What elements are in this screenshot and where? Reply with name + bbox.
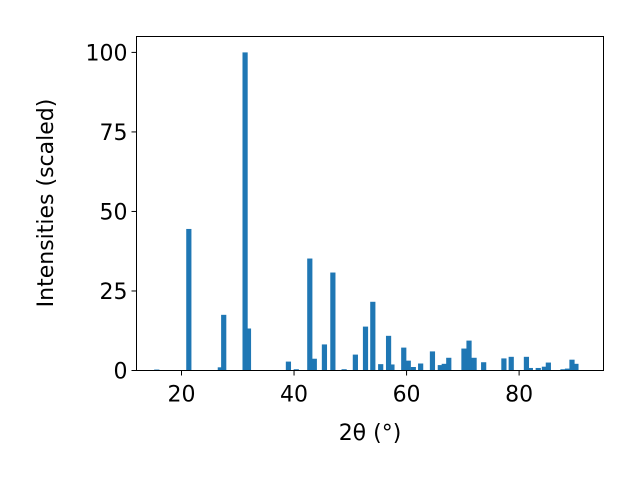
bar xyxy=(378,364,384,371)
x-tick-label: 80 xyxy=(505,383,533,408)
bar xyxy=(541,366,548,371)
bar xyxy=(418,363,424,371)
y-tick-label: 0 xyxy=(114,360,128,385)
bar xyxy=(242,52,248,371)
bar xyxy=(217,367,223,371)
bar xyxy=(471,357,477,371)
bar xyxy=(285,361,292,371)
y-axis-label: Intensities (scaled) xyxy=(34,99,59,308)
bar xyxy=(441,363,447,371)
y-tick-label: 75 xyxy=(100,121,128,146)
bar xyxy=(245,328,252,371)
y-tick-label: 50 xyxy=(100,200,128,225)
bar xyxy=(564,368,571,371)
bar xyxy=(370,301,376,371)
y-axis-ticks: 0 25 50 75 100 xyxy=(86,41,137,385)
bar xyxy=(560,369,566,371)
bar xyxy=(330,272,336,371)
bar xyxy=(481,362,487,371)
x-axis-ticks: 20 40 60 80 xyxy=(168,370,533,408)
bar xyxy=(401,347,407,371)
y-tick-label: 100 xyxy=(86,41,128,66)
bar xyxy=(573,363,579,371)
bar xyxy=(437,365,443,371)
bar xyxy=(307,258,313,371)
bar xyxy=(466,340,472,371)
bar xyxy=(508,356,514,371)
bar xyxy=(389,364,395,371)
bar xyxy=(569,359,575,371)
bar xyxy=(311,358,317,371)
bar xyxy=(405,360,411,371)
plot-frame xyxy=(136,36,604,371)
bar xyxy=(321,344,328,371)
bar xyxy=(362,326,369,371)
bar xyxy=(527,367,533,371)
bars-group xyxy=(154,52,579,371)
bar xyxy=(352,354,358,371)
bar xyxy=(186,228,192,371)
y-tick-label: 25 xyxy=(100,280,128,305)
bar xyxy=(501,358,507,371)
x-tick-label: 60 xyxy=(393,383,421,408)
bar xyxy=(221,314,227,371)
x-tick-label: 40 xyxy=(280,383,308,408)
bar xyxy=(293,369,299,371)
bar xyxy=(410,367,416,371)
bar xyxy=(545,362,551,371)
bar xyxy=(523,356,530,371)
bar xyxy=(429,351,436,371)
bar xyxy=(535,367,541,371)
bar xyxy=(446,357,452,371)
x-tick-label: 20 xyxy=(168,383,196,408)
bar xyxy=(341,369,347,371)
x-axis-label: 2θ (°) xyxy=(339,421,402,446)
bar xyxy=(385,335,392,371)
bar xyxy=(461,348,467,371)
